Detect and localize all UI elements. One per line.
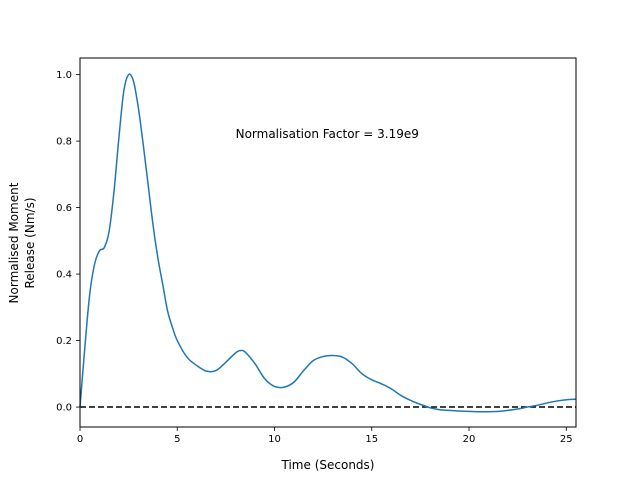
y-tick-label: 0.2 xyxy=(56,336,72,347)
x-tick-label: 25 xyxy=(560,434,573,445)
y-tick-label: 0.8 xyxy=(56,137,72,148)
y-tick-label: 0.0 xyxy=(56,403,72,414)
plot-frame xyxy=(79,57,577,428)
y-tick-label: 0.4 xyxy=(56,270,72,281)
normalisation-factor-annotation: Normalisation Factor = 3.19e9 xyxy=(236,127,419,141)
y-axis-label: Normalised Moment Release (Nm/s) xyxy=(7,182,37,303)
axis-ticks: 0 5 10 15 20 25 0.0 0.2 0.4 0.6 0.8 1.0 xyxy=(56,70,573,445)
x-tick-label: 15 xyxy=(365,434,378,445)
x-tick-label: 0 xyxy=(77,434,83,445)
plot-area xyxy=(79,73,577,413)
y-tick-label: 1.0 xyxy=(56,70,72,81)
y-axis-label-line-1: Normalised Moment xyxy=(7,182,21,303)
x-tick-label: 5 xyxy=(174,434,180,445)
x-tick-label: 10 xyxy=(268,434,281,445)
series-line-0 xyxy=(79,73,577,413)
y-tick-label: 0.6 xyxy=(56,203,72,214)
x-tick-label: 20 xyxy=(463,434,476,445)
x-axis-label: Time (Seconds) xyxy=(281,458,375,472)
y-axis-label-line-2: Release (Nm/s) xyxy=(23,197,37,288)
